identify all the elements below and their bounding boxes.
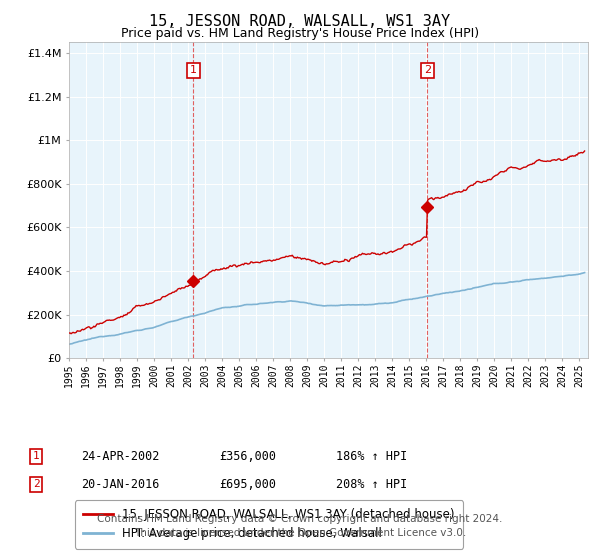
Text: Price paid vs. HM Land Registry's House Price Index (HPI): Price paid vs. HM Land Registry's House … bbox=[121, 27, 479, 40]
Text: £356,000: £356,000 bbox=[219, 450, 276, 463]
Text: 24-APR-2002: 24-APR-2002 bbox=[81, 450, 160, 463]
Text: £695,000: £695,000 bbox=[219, 478, 276, 491]
Text: 1: 1 bbox=[32, 451, 40, 461]
Text: 186% ↑ HPI: 186% ↑ HPI bbox=[336, 450, 407, 463]
Text: 2: 2 bbox=[424, 66, 431, 76]
Text: Contains HM Land Registry data © Crown copyright and database right 2024.: Contains HM Land Registry data © Crown c… bbox=[97, 514, 503, 524]
Legend: 15, JESSON ROAD, WALSALL, WS1 3AY (detached house), HPI: Average price, detached: 15, JESSON ROAD, WALSALL, WS1 3AY (detac… bbox=[75, 500, 463, 549]
Text: 20-JAN-2016: 20-JAN-2016 bbox=[81, 478, 160, 491]
Text: 2: 2 bbox=[32, 479, 40, 489]
Text: 1: 1 bbox=[190, 66, 197, 76]
Text: 15, JESSON ROAD, WALSALL, WS1 3AY: 15, JESSON ROAD, WALSALL, WS1 3AY bbox=[149, 14, 451, 29]
Text: This data is licensed under the Open Government Licence v3.0.: This data is licensed under the Open Gov… bbox=[134, 528, 466, 538]
Text: 208% ↑ HPI: 208% ↑ HPI bbox=[336, 478, 407, 491]
